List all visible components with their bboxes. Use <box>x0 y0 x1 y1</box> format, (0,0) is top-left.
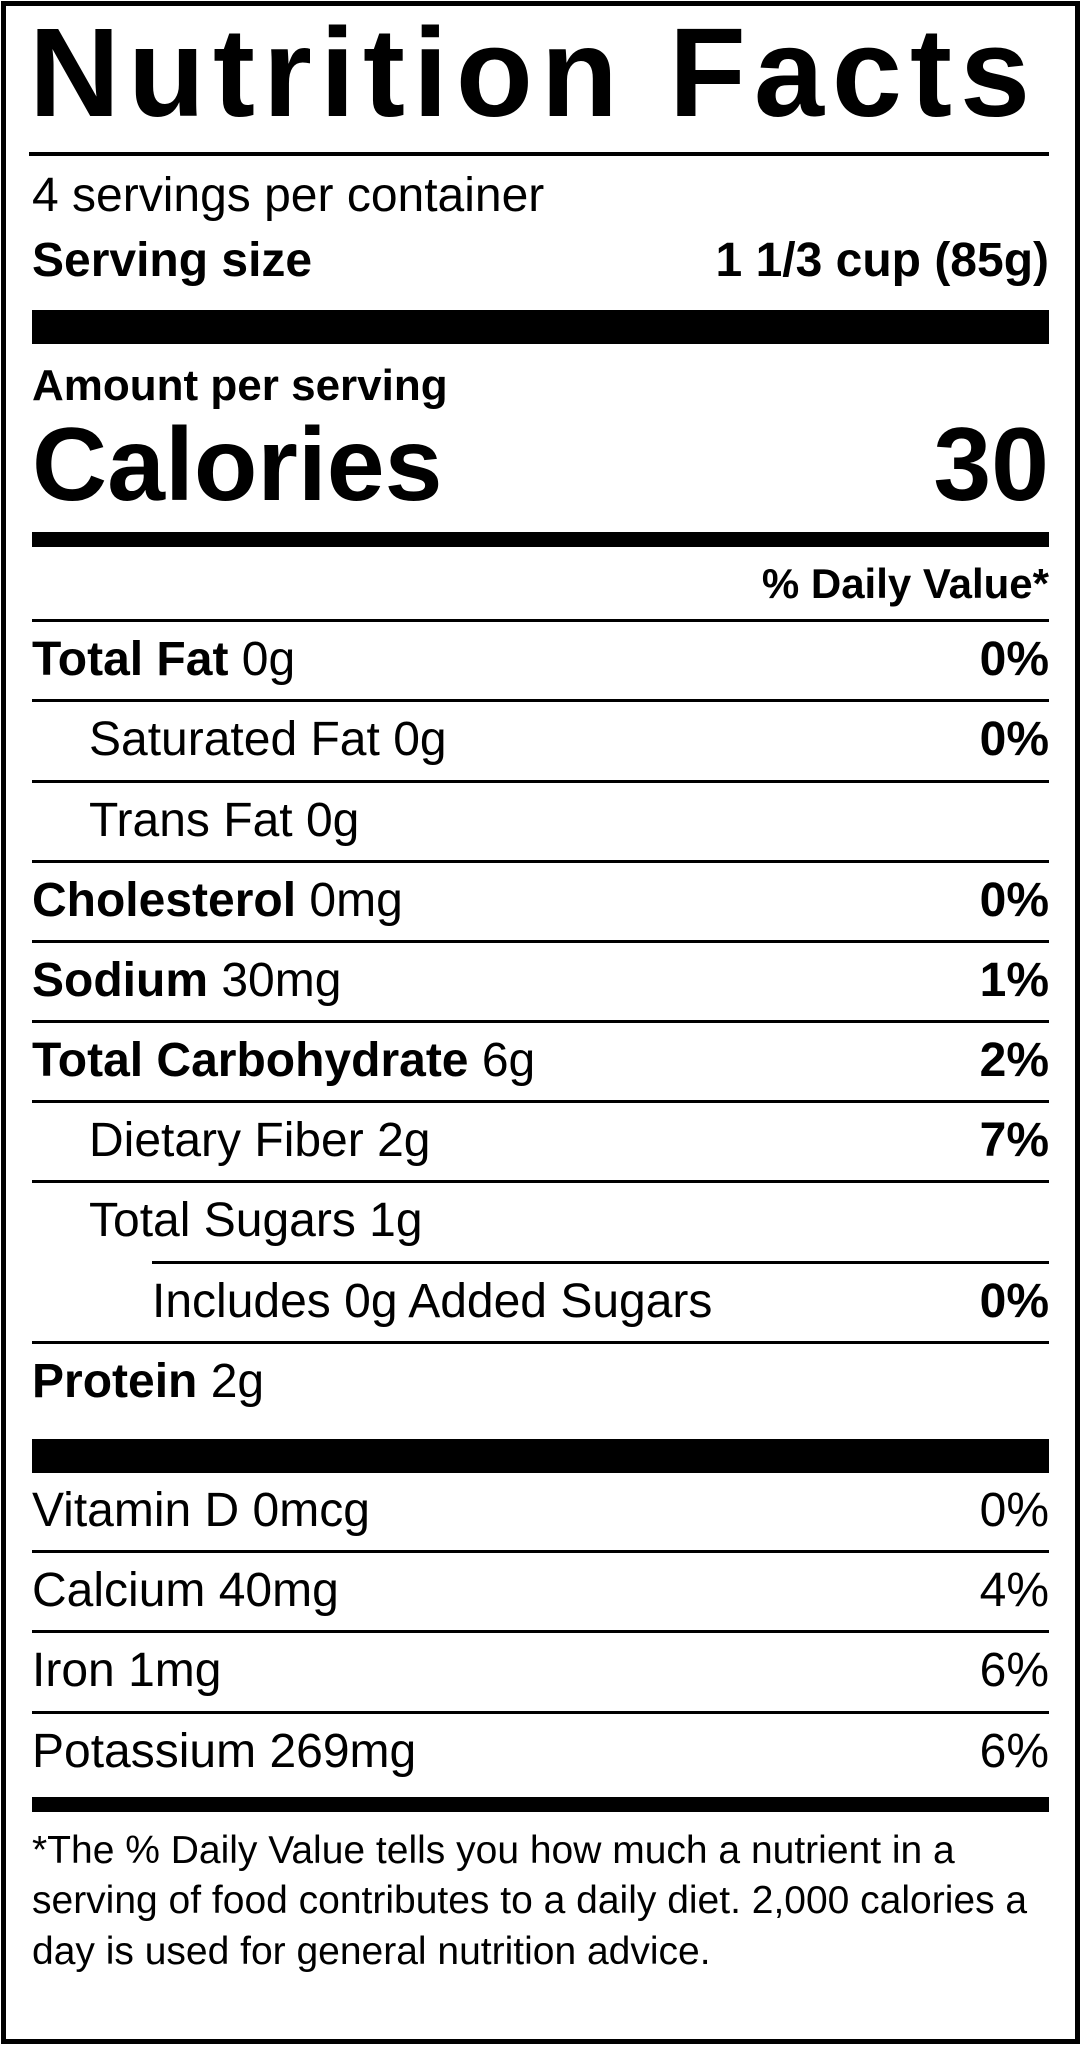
nutrient-row-dietary-fiber: Dietary Fiber 2g 7% <box>32 1100 1049 1180</box>
nutrient-row-total-sugars: Total Sugars 1g <box>32 1180 1049 1260</box>
nutrient-row-added-sugars: Includes 0g Added Sugars 0% <box>152 1260 1049 1341</box>
amount-per-serving-label: Amount per serving <box>32 361 448 411</box>
section-divider-medium-calories <box>32 531 1049 547</box>
nutrient-row-cholesterol: Cholesterol 0mg 0% <box>32 859 1049 940</box>
calories-value: 30 <box>933 406 1049 523</box>
label-title: Nutrition Facts <box>29 10 1049 156</box>
calories-row: Calories 30 <box>32 406 1049 523</box>
serving-size-row: Serving size 1 1/3 cup (85g) <box>32 233 1049 288</box>
vitamin-dv: 4% <box>979 1564 1049 1618</box>
nutrient-row-total-fat: Total Fat 0g 0% <box>32 619 1049 699</box>
section-divider-medium-footnote <box>32 1796 1049 1812</box>
nutrient-name-amount: Saturated Fat 0g <box>89 713 447 767</box>
nutrient-row-protein: Protein 2g <box>32 1340 1049 1439</box>
daily-value-header: % Daily Value* <box>761 559 1049 607</box>
nutrient-dv: 2% <box>979 1034 1049 1088</box>
nutrient-name-amount: Cholesterol 0mg <box>32 873 403 927</box>
vitamin-dv: 6% <box>979 1724 1049 1778</box>
nutrient-row-total-carbohydrate: Total Carbohydrate 6g 2% <box>32 1020 1049 1100</box>
vitamin-row-iron: Iron 1mg 6% <box>32 1630 1049 1710</box>
nutrient-name-amount: Total Fat 0g <box>32 633 296 687</box>
nutrient-name-amount: Total Carbohydrate 6g <box>32 1034 536 1088</box>
nutrient-row-sodium: Sodium 30mg 1% <box>32 939 1049 1020</box>
nutrient-name-amount: Total Sugars 1g <box>89 1194 423 1248</box>
daily-value-footnote: *The % Daily Value tells you how much a … <box>32 1828 1028 1974</box>
nutrient-dv: 0% <box>979 1274 1049 1328</box>
nutrient-dv: 1% <box>979 953 1049 1007</box>
serving-size-value: 1 1/3 cup (85g) <box>715 234 1049 288</box>
nutrient-row-trans-fat: Trans Fat 0g <box>32 779 1049 860</box>
nutrient-dv: 7% <box>979 1114 1049 1168</box>
nutrient-dv: 0% <box>979 713 1049 767</box>
nutrient-name-amount: Sodium 30mg <box>32 953 342 1007</box>
nutrient-name-amount: Trans Fat 0g <box>89 793 360 847</box>
nutrient-dv: 0% <box>979 633 1049 687</box>
vitamin-dv: 6% <box>979 1644 1049 1698</box>
nutrient-dv: 0% <box>979 873 1049 927</box>
vitamin-name-amount: Potassium 269mg <box>32 1724 417 1778</box>
vitamin-dv: 0% <box>979 1484 1049 1538</box>
serving-size-label: Serving size <box>32 234 313 288</box>
servings-per-container: 4 servings per container <box>32 169 545 222</box>
section-divider-thick-vitamins <box>32 1439 1049 1474</box>
vitamin-name-amount: Iron 1mg <box>32 1644 222 1698</box>
nutrient-name-amount: Protein 2g <box>32 1354 265 1408</box>
section-divider-thick-top <box>32 310 1049 345</box>
vitamin-row-potassium: Potassium 269mg 6% <box>32 1710 1049 1791</box>
nutrient-name-amount: Dietary Fiber 2g <box>89 1114 431 1168</box>
nutrient-row-saturated-fat: Saturated Fat 0g 0% <box>32 699 1049 779</box>
vitamin-row-calcium: Calcium 40mg 4% <box>32 1550 1049 1630</box>
nutrient-name-amount: Includes 0g Added Sugars <box>152 1274 713 1328</box>
calories-label: Calories <box>32 406 443 523</box>
vitamin-name-amount: Vitamin D 0mcg <box>32 1484 370 1538</box>
vitamin-row-vitamin-d: Vitamin D 0mcg 0% <box>32 1473 1049 1550</box>
vitamin-name-amount: Calcium 40mg <box>32 1564 339 1618</box>
